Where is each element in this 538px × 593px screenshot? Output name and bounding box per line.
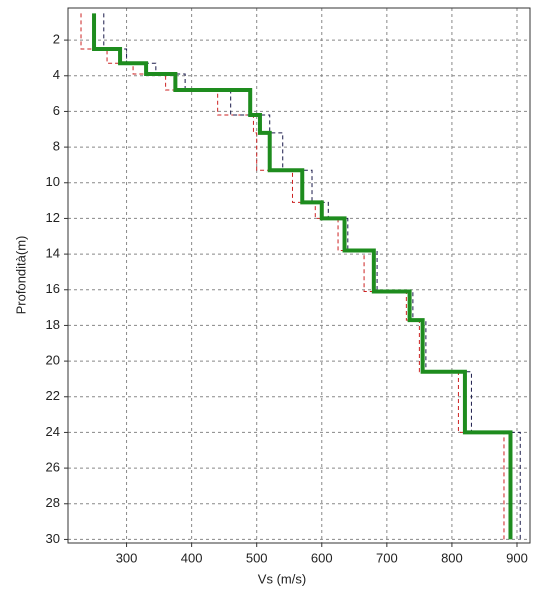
y-tick-label: 10 [46,174,60,189]
y-tick-label: 12 [46,210,60,225]
y-axis-label: Profondità(m) [13,236,28,315]
profile-line [103,13,521,540]
x-axis-label: Vs (m/s) [258,571,306,586]
y-tick-label: 2 [53,32,60,47]
y-tick-label: 20 [46,353,60,368]
x-tick-label: 800 [441,550,463,565]
y-tick-label: 22 [46,388,60,403]
x-tick-label: 700 [376,550,398,565]
x-tick-label: 500 [246,550,268,565]
y-tick-label: 30 [46,531,60,546]
plot-frame [67,7,531,544]
y-tick-label: 14 [46,246,60,261]
x-tick-label: 300 [116,550,138,565]
y-tick-label: 24 [46,424,60,439]
x-tick-label: 900 [506,550,528,565]
x-tick-label: 600 [311,550,333,565]
y-tick-label: 26 [46,460,60,475]
y-tick-label: 4 [53,67,60,82]
profile-line [92,13,513,540]
y-tick-label: 8 [53,139,60,154]
y-tick-label: 18 [46,317,60,332]
profile-line [80,13,505,540]
x-tick-label: 400 [181,550,203,565]
y-tick-label: 16 [46,281,60,296]
y-tick-label: 6 [53,103,60,118]
y-tick-label: 28 [46,495,60,510]
